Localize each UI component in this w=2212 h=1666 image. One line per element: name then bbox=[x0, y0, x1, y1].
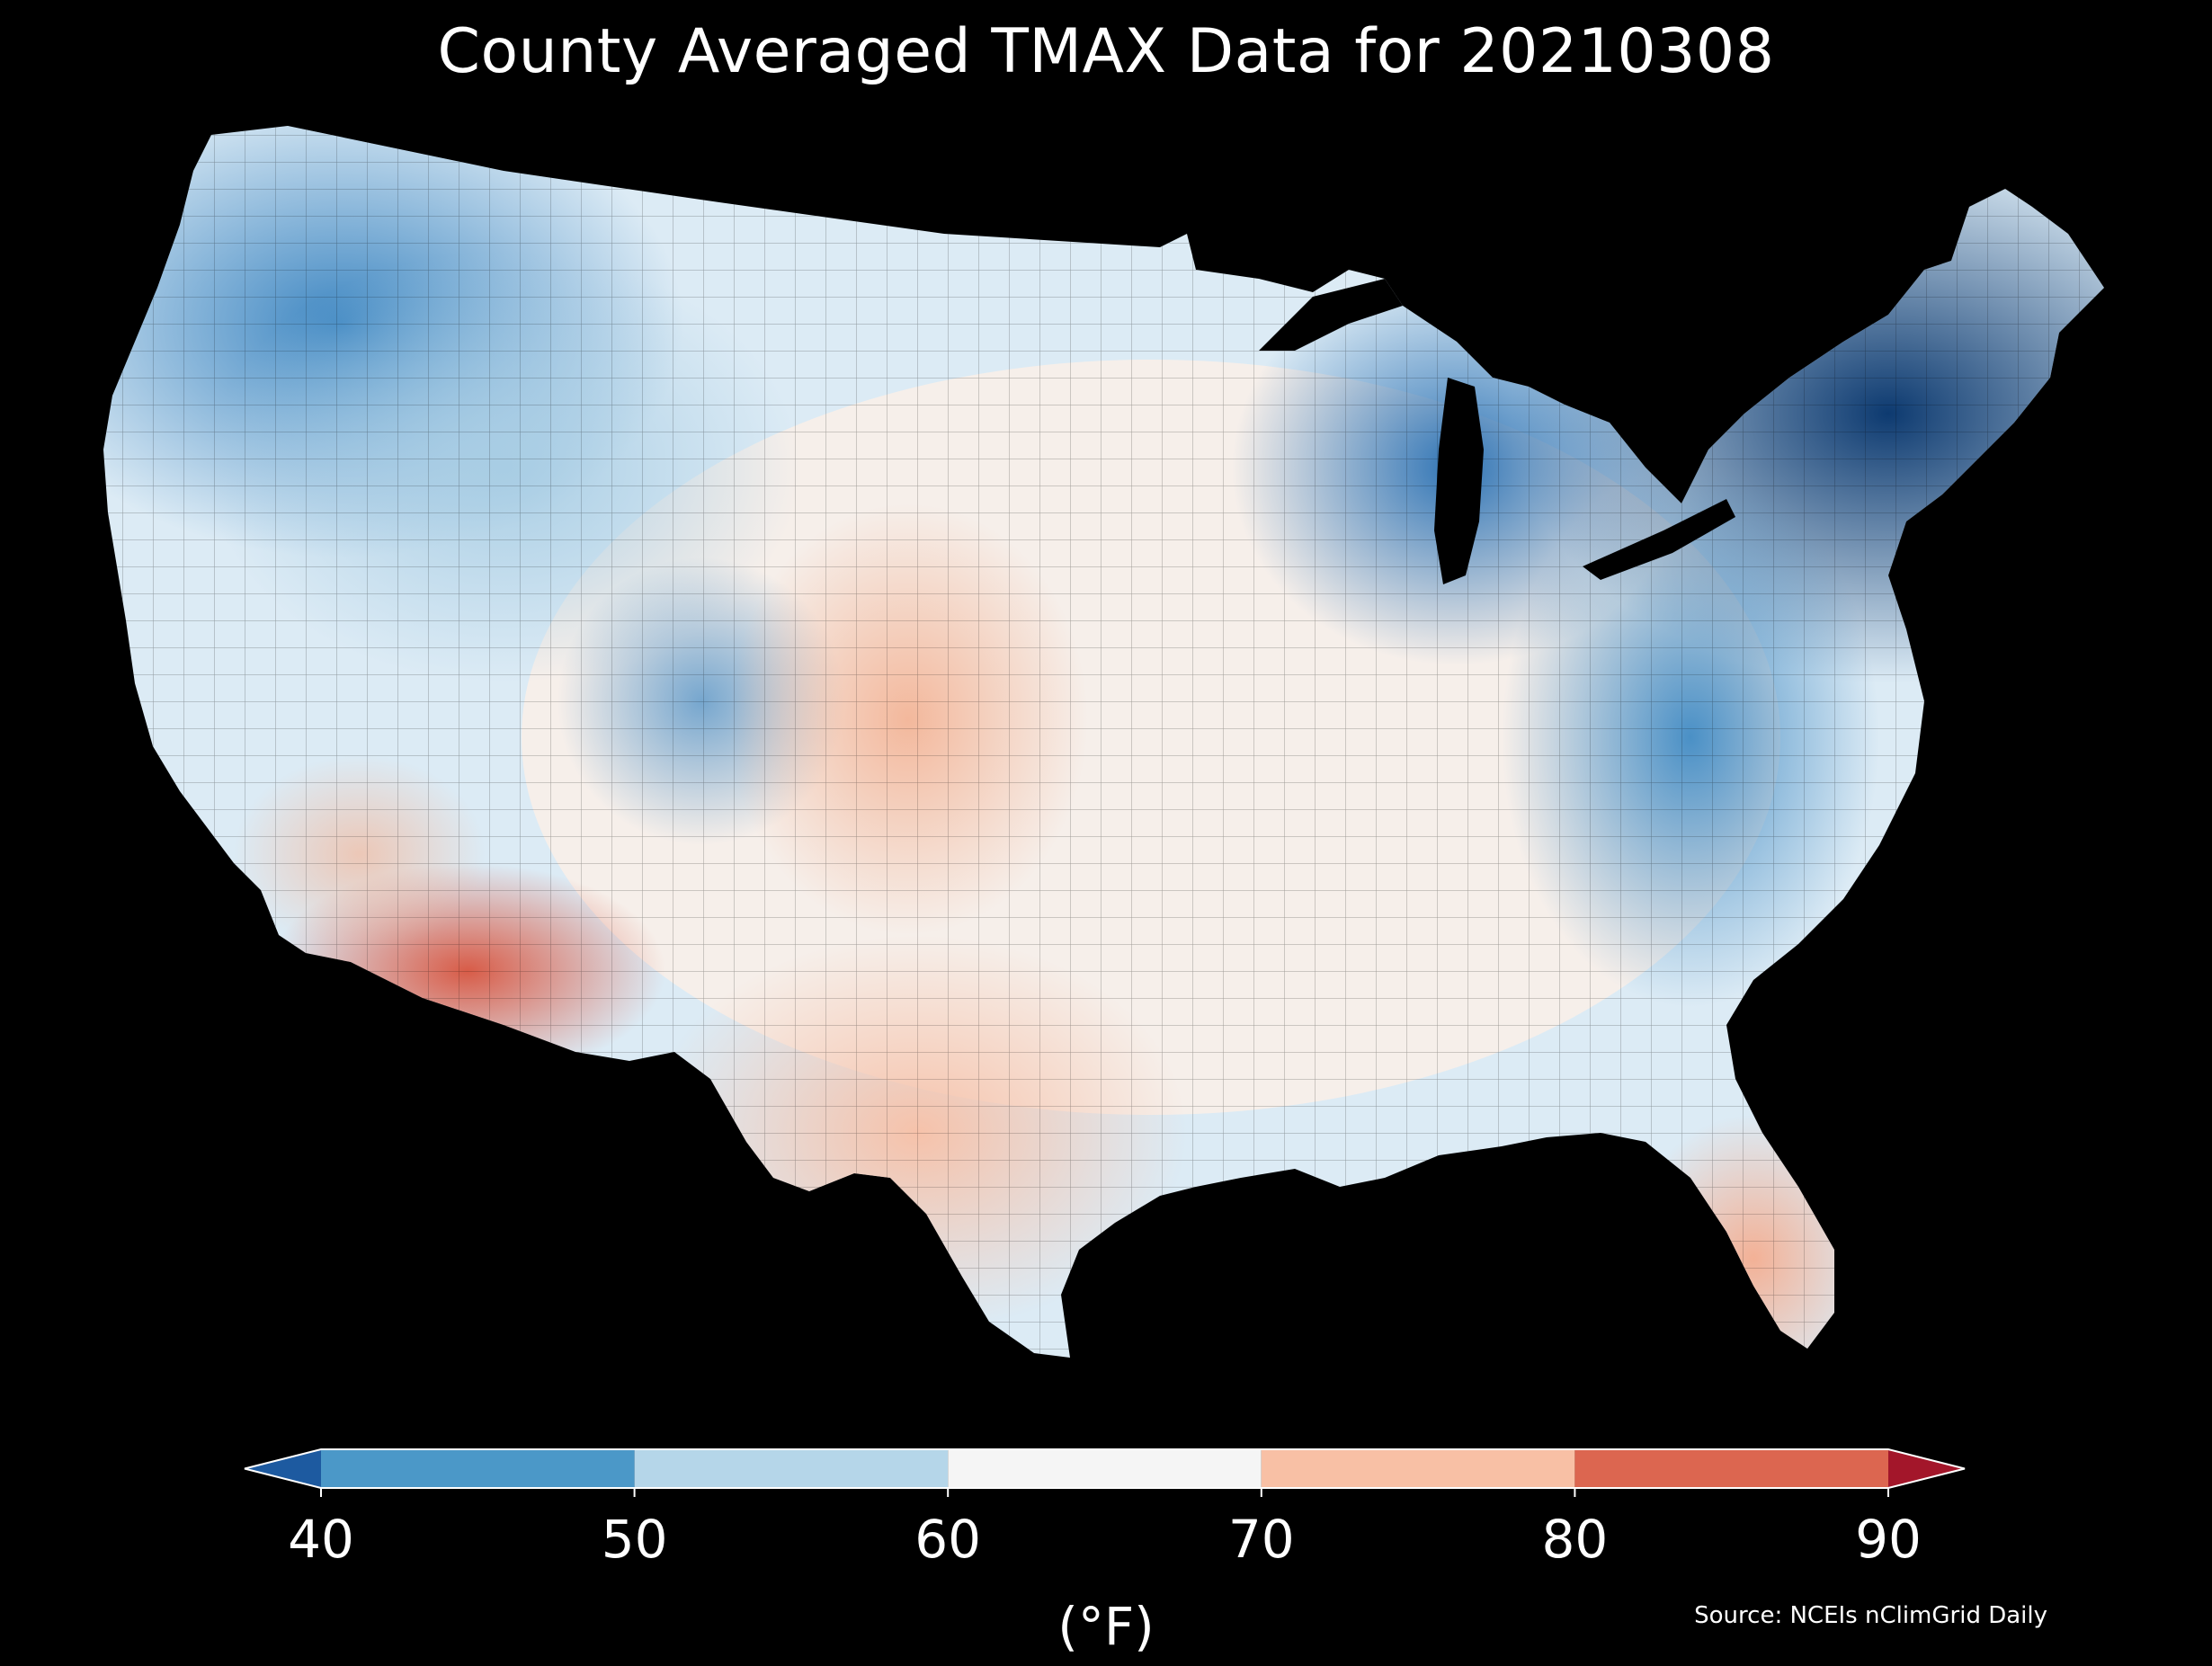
map-title: County Averaged TMAX Data for 20210308 bbox=[437, 16, 1775, 87]
colorbar-tick-label: 60 bbox=[914, 1509, 982, 1570]
lake-erie-ontario bbox=[1583, 499, 1735, 580]
colorbar-bin-4 bbox=[1574, 1449, 1888, 1488]
lake-superior bbox=[1259, 279, 1403, 351]
colorbar-tick-label: 80 bbox=[1541, 1509, 1609, 1570]
colorbar-bin-0 bbox=[321, 1449, 635, 1488]
colorbar-tick-label: 70 bbox=[1227, 1509, 1295, 1570]
colorbar-bin-3 bbox=[1261, 1449, 1575, 1488]
colorbar-units-label: (°F) bbox=[1057, 1596, 1155, 1657]
colorbar-tick-label: 50 bbox=[601, 1509, 668, 1570]
colorbar-over-arrow bbox=[1888, 1449, 1965, 1488]
colorbar-tick-label: 90 bbox=[1855, 1509, 1922, 1570]
lake-michigan bbox=[1434, 378, 1484, 584]
colorbar-bin-1 bbox=[634, 1449, 949, 1488]
colorbar-bin-2 bbox=[948, 1449, 1262, 1488]
colorbar-tick-label: 40 bbox=[288, 1509, 354, 1570]
source-credit: Source: NCEIs nClimGrid Daily bbox=[1694, 1602, 2047, 1629]
colorbar-under-arrow bbox=[245, 1449, 321, 1488]
